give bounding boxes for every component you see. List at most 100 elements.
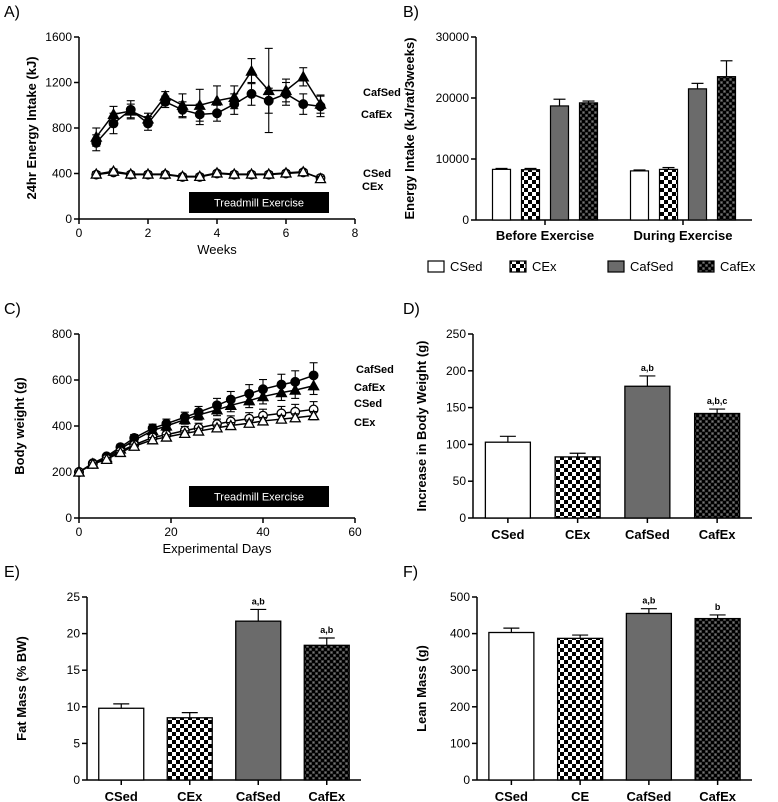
x-tick-label: Before Exercise xyxy=(496,228,594,243)
y-tick-label: 5 xyxy=(73,736,80,750)
data-point xyxy=(246,88,257,99)
data-point xyxy=(210,403,224,415)
y-axis-label: Energy Intake (kJ/rat/3weeks) xyxy=(402,37,417,219)
significance-label: a,b xyxy=(642,596,656,606)
y-tick-label: 250 xyxy=(446,327,466,341)
treadmill-exercise-label: Treadmill Exercise xyxy=(214,492,304,504)
bar-cafsed xyxy=(625,612,673,781)
data-point xyxy=(243,394,256,406)
y-tick-label: 0 xyxy=(65,212,72,226)
series-label-csed: CSed xyxy=(363,168,391,180)
treadmill-exercise-bar xyxy=(189,486,329,507)
data-point xyxy=(159,167,172,179)
treadmill-exercise-label: Treadmill Exercise xyxy=(214,198,304,210)
x-tick-label: CafEx xyxy=(699,527,737,542)
legend-swatch-csed xyxy=(427,260,445,273)
data-point xyxy=(128,439,141,451)
data-point xyxy=(114,446,127,458)
bar-cex xyxy=(554,456,601,519)
series-cex xyxy=(90,164,327,184)
y-tick-label: 300 xyxy=(450,663,470,677)
data-point xyxy=(315,101,326,112)
data-point xyxy=(224,419,237,431)
data-point xyxy=(229,99,240,110)
x-tick-label: 20 xyxy=(164,525,178,539)
x-tick-label: CE xyxy=(571,789,589,802)
legend-swatch-cex xyxy=(509,260,527,273)
panel-label: A) xyxy=(4,4,20,21)
data-point xyxy=(289,383,302,395)
data-point xyxy=(176,170,189,181)
y-tick-label: 1600 xyxy=(45,30,72,44)
y-tick-label: 0 xyxy=(463,773,470,787)
legend-label-csed: CSed xyxy=(450,259,483,274)
panel-4: E) 0 5 10 15 20 25 Fat Mass (% BW) CSed CEx a,b Caf… xyxy=(4,564,361,802)
data-point xyxy=(160,96,171,107)
y-tick-label: 100 xyxy=(446,437,466,451)
bar-csed xyxy=(98,707,145,781)
y-tick-label: 0 xyxy=(462,213,469,227)
bar-csed xyxy=(629,170,650,221)
significance-label: a,b xyxy=(252,596,266,606)
bar-ce xyxy=(556,637,604,781)
panel-5: F) 0 100 200 300 400 500 Lean Mass (g) CSed CE a,b… xyxy=(403,564,752,802)
significance-label: a,b,c xyxy=(707,396,728,406)
x-tick-label: 40 xyxy=(256,525,270,539)
data-point xyxy=(297,70,310,82)
y-tick-label: 50 xyxy=(453,474,467,488)
data-point xyxy=(275,412,288,424)
bar-cafsed xyxy=(549,105,570,221)
series-label-cafsed: CafSed xyxy=(356,364,394,376)
y-tick-label: 10 xyxy=(67,700,81,714)
significance-label: a,b xyxy=(320,625,334,635)
data-point xyxy=(178,413,191,425)
x-tick-label: CafSed xyxy=(625,527,670,542)
bar-cex xyxy=(166,717,213,781)
data-point xyxy=(108,118,119,129)
x-tick-label: During Exercise xyxy=(634,228,733,243)
panel-label: F) xyxy=(403,564,418,581)
y-tick-label: 800 xyxy=(52,327,72,341)
panel-1: B) 0 10000 20000 30000 Energy Intake (kJ/rat/… xyxy=(402,4,756,274)
legend-label-cex: CEx xyxy=(532,259,557,274)
y-tick-label: 25 xyxy=(67,590,81,604)
x-tick-label: CSed xyxy=(495,789,528,802)
y-tick-label: 1200 xyxy=(45,76,72,90)
panel-2: C) 0 200 400 600 800 Body weight (g) 0 20 40 60 Exp… xyxy=(4,301,394,556)
x-tick-label: CSed xyxy=(105,789,138,802)
data-point xyxy=(210,421,224,433)
data-point xyxy=(263,95,274,106)
bar-csed xyxy=(484,441,532,519)
data-point xyxy=(279,166,293,178)
series-line xyxy=(78,408,314,473)
data-point xyxy=(314,172,327,184)
series-label-cex: CEx xyxy=(362,181,384,193)
y-tick-label: 200 xyxy=(52,465,72,479)
y-tick-label: 20000 xyxy=(436,91,470,105)
x-axis-label: Experimental Days xyxy=(162,541,272,556)
data-point xyxy=(256,390,270,402)
legend-label-cafsed: CafSed xyxy=(630,259,673,274)
bar-cafsed xyxy=(624,385,671,519)
x-tick-label: CafEx xyxy=(699,789,737,802)
y-axis-label: Body weight (g) xyxy=(12,377,27,475)
series-line xyxy=(78,374,314,473)
y-tick-label: 600 xyxy=(52,373,72,387)
data-point xyxy=(192,408,205,420)
x-tick-label: CEx xyxy=(177,789,203,802)
data-point xyxy=(307,379,320,391)
y-tick-label: 0 xyxy=(65,511,72,525)
panel-label: C) xyxy=(4,301,21,318)
x-tick-label: 6 xyxy=(283,226,290,240)
legend: CSed CEx CafSed CafEx xyxy=(427,259,756,274)
legend-swatch-cafex xyxy=(697,260,715,273)
data-point xyxy=(298,99,309,110)
data-point xyxy=(143,118,153,129)
data-point xyxy=(297,165,310,177)
data-point xyxy=(289,411,302,423)
series-label-cafex: CafEx xyxy=(361,109,393,121)
y-tick-label: 30000 xyxy=(436,30,470,44)
data-point xyxy=(193,170,206,181)
x-axis-label: Weeks xyxy=(197,242,237,257)
data-point xyxy=(86,457,99,469)
